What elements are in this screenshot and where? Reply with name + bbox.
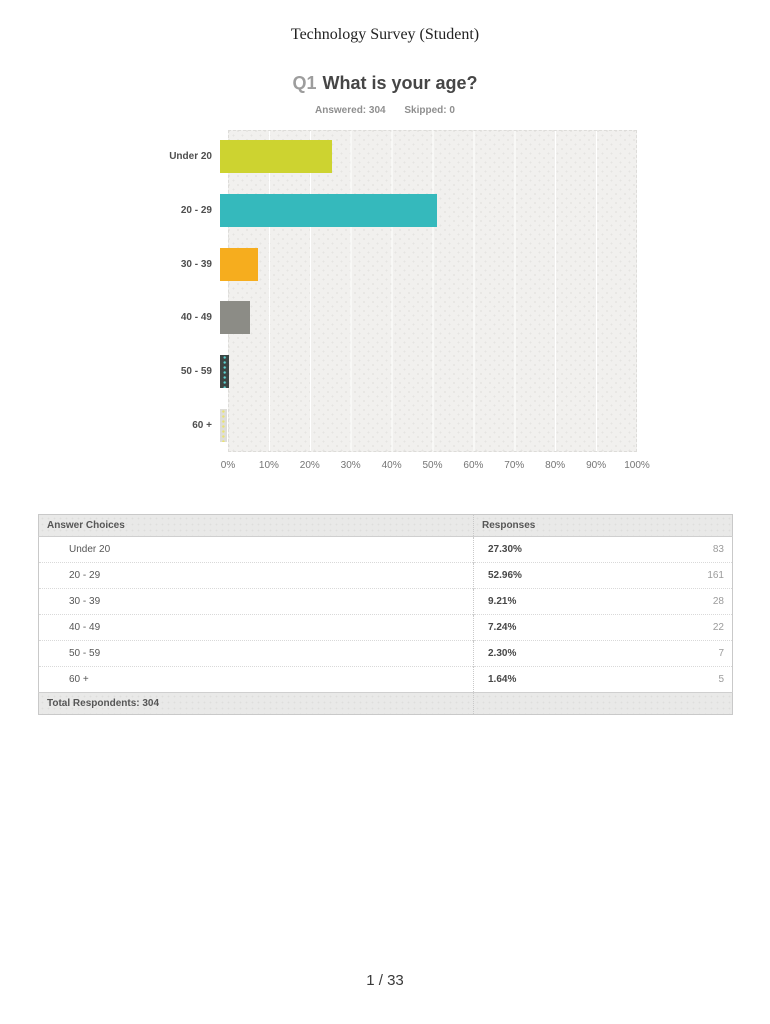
response-percent: 27.30% (488, 544, 522, 555)
bar-track-60 (220, 398, 629, 452)
page-number: 1 / 33 (366, 972, 404, 989)
table-row-30-39: 30 - 39 28 9.21% (38, 588, 733, 615)
response-count: 161 (707, 570, 724, 581)
table-footer-row: Total Respondents: 304 (38, 692, 733, 715)
x-tick-label-20: 20% (299, 460, 320, 471)
x-tick-label-70: 70% (504, 460, 525, 471)
response-cell: 5 1.64% (473, 666, 733, 693)
chart-bar-20-29 (220, 194, 437, 227)
bar-track-30-39 (220, 237, 629, 291)
chart-bar-under-20 (220, 140, 332, 174)
table-header-row: Answer Choices Responses (38, 514, 733, 537)
response-count: 83 (712, 544, 724, 555)
response-count: 22 (712, 622, 724, 633)
chart-row-60: 60 + (100, 398, 637, 452)
chart-row-under-20: Under 20 (100, 130, 637, 184)
column-header-responses: Responses (473, 514, 733, 537)
category-label-40-49: 40 - 49 (180, 312, 212, 324)
table-row-20-29: 20 - 29 161 52.96% (38, 562, 733, 589)
chart-row-20-29: 20 - 29 (100, 184, 637, 238)
category-label-50-59: 50 - 59 (180, 366, 212, 378)
bar-track-40-49 (220, 291, 629, 345)
x-tick-label-10: 10% (258, 460, 279, 471)
age-bar-chart: Under 20 20 - 29 30 - 39 40 - 49 50 - 59 60 +… (100, 130, 650, 471)
chart-plot-area (228, 130, 637, 452)
response-percent: 52.96% (488, 570, 522, 581)
response-cell: 161 52.96% (473, 562, 733, 589)
response-percent: 2.30% (488, 648, 517, 659)
category-label-60: 60 + (192, 419, 212, 431)
x-tick-label-60: 60% (463, 460, 484, 471)
x-tick-label-40: 40% (381, 460, 402, 471)
chart-bar-50-59 (220, 355, 230, 389)
table-row-50-59: 50 - 59 7 2.30% (38, 640, 733, 667)
table-row-60: 60 + 5 1.64% (38, 666, 733, 693)
answer-choice-label: 50 - 59 (38, 640, 474, 667)
question-title: What is your age? (322, 73, 478, 93)
x-tick-label-90: 90% (586, 460, 607, 471)
question-number: Q1 (292, 73, 317, 93)
response-cell: 83 27.30% (473, 536, 733, 563)
x-tick-label-30: 30% (340, 460, 361, 471)
answer-choice-label: Under 20 (38, 536, 474, 563)
x-tick-label-0: 0% (220, 460, 236, 471)
chart-bar-30-39 (220, 247, 258, 281)
results-table: Answer Choices Responses Under 20 83 27.30… (38, 514, 733, 715)
response-cell: 28 9.21% (473, 588, 733, 615)
document-title: Technology Survey (Student) (290, 26, 480, 43)
response-stats: Answered: 304 Skipped: 0 (0, 105, 770, 116)
response-percent: 1.64% (488, 674, 517, 685)
response-count: 5 (718, 674, 724, 685)
bar-track-50-59 (220, 345, 629, 399)
chart-bar-40-49 (220, 301, 250, 335)
chart-rows: Under 20 20 - 29 30 - 39 40 - 49 50 - 59 60 + (100, 130, 637, 452)
answer-choice-label: 30 - 39 (38, 588, 474, 615)
response-cell: 22 7.24% (473, 614, 733, 641)
bar-track-20-29 (220, 184, 629, 238)
question-heading: Q1 What is your age? (0, 73, 770, 94)
response-cell: 7 2.30% (473, 640, 733, 667)
chart-row-50-59: 50 - 59 (100, 345, 637, 399)
x-tick-label-80: 80% (545, 460, 566, 471)
chart-row-30-39: 30 - 39 (100, 237, 637, 291)
response-count: 7 (718, 648, 724, 659)
category-label-under-20: Under 20 (169, 151, 212, 163)
bar-track-under-20 (220, 130, 629, 184)
answer-choice-label: 60 + (38, 666, 474, 693)
x-tick-label-100: 100% (624, 460, 650, 471)
response-percent: 9.21% (488, 596, 517, 607)
chart-bar-60 (220, 408, 227, 442)
response-count: 28 (712, 596, 724, 607)
category-label-30-39: 30 - 39 (180, 258, 212, 270)
answered-count: Answered: 304 (315, 105, 386, 116)
footer-responses-cell (473, 692, 733, 715)
x-tick-label-50: 50% (422, 460, 443, 471)
total-respondents: Total Respondents: 304 (38, 692, 474, 715)
table-row-under-20: Under 20 83 27.30% (38, 536, 733, 563)
response-percent: 7.24% (488, 622, 517, 633)
chart-x-axis: 0% 10% 20% 30% 40% 50% 60% 70% 80% 90% 100% (221, 454, 650, 472)
table-row-40-49: 40 - 49 22 7.24% (38, 614, 733, 641)
answer-choice-label: 40 - 49 (38, 614, 474, 641)
category-label-20-29: 20 - 29 (180, 205, 212, 216)
chart-row-40-49: 40 - 49 (100, 291, 637, 345)
answer-choice-label: 20 - 29 (38, 562, 474, 589)
skipped-count: Skipped: 0 (404, 105, 455, 116)
column-header-answer-choices: Answer Choices (38, 514, 474, 537)
